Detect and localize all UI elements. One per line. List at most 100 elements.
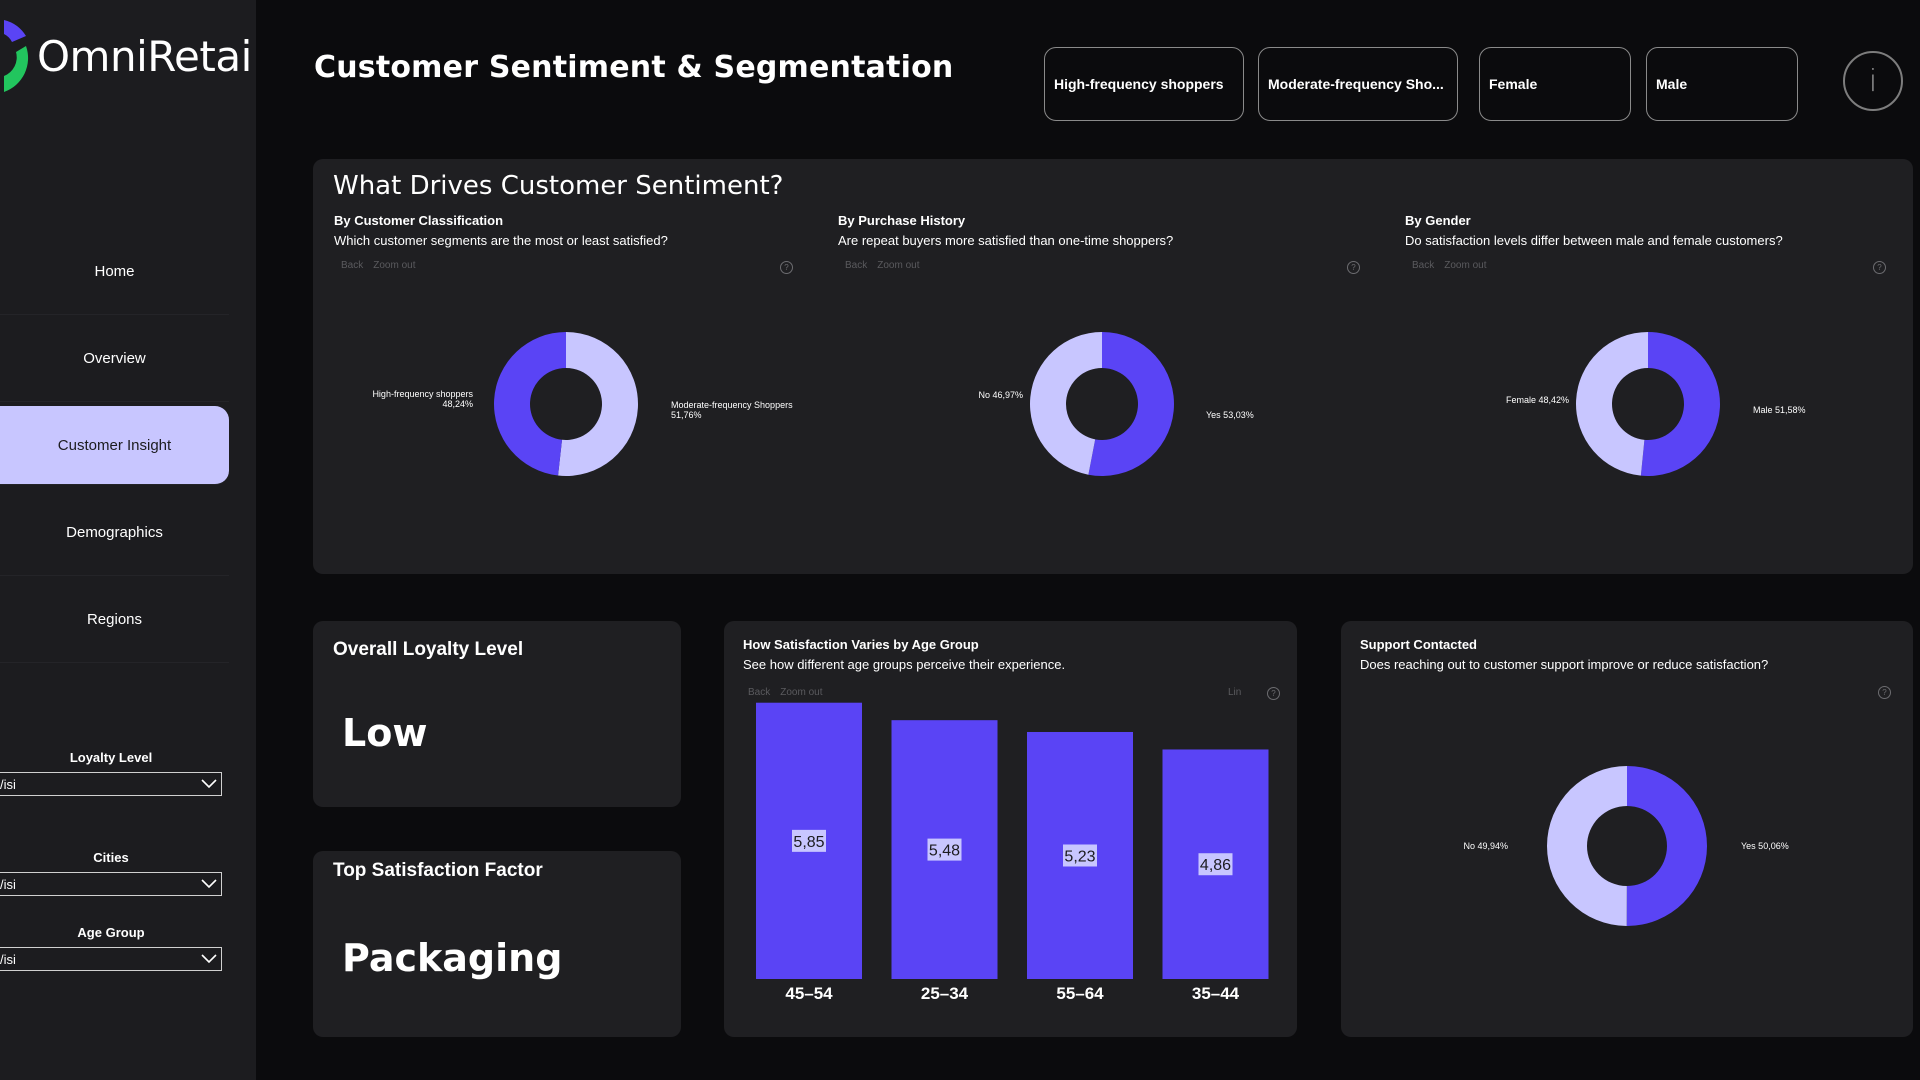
chevron-down-icon [201, 879, 217, 889]
scale-toggle[interactable]: Lin [1228, 687, 1241, 698]
back-button[interactable]: Back [748, 687, 771, 698]
donut-label-right: Moderate-frequency Shoppers 51,76% [671, 400, 793, 420]
back-button[interactable]: Back [845, 260, 868, 271]
loyalty-level-dropdown[interactable]: /isi [0, 772, 222, 796]
donut-customer-classification [493, 332, 638, 477]
bar-value-background [792, 829, 826, 852]
chart-title: By Purchase History [838, 213, 966, 228]
chart-question: Are repeat buyers more satisfied than on… [838, 233, 1174, 248]
chip-female[interactable]: Female [1479, 47, 1631, 121]
kpi-value: Packaging [342, 936, 563, 980]
donut-slice-high-frequency-shoppers[interactable] [493, 332, 566, 476]
kpi-title: Top Satisfaction Factor [333, 860, 543, 881]
logo: OmniRetai [0, 14, 252, 98]
filter-loyalty-level: Loyalty Level /isi [0, 750, 222, 796]
dropdown-value: /isi [0, 951, 16, 967]
bar-value-label: 5,48 [929, 843, 960, 860]
bar-value-label: 5,23 [1064, 848, 1095, 865]
chip-moderate-frequency-shoppers[interactable]: Moderate-frequency Sho... [1258, 47, 1458, 121]
chart-title: By Gender [1405, 213, 1471, 228]
nav-item-overview[interactable]: Overview [0, 315, 229, 402]
chart-toolbar: Back Zoom out [341, 260, 415, 271]
nav-item-home[interactable]: Home [0, 228, 229, 315]
chart-title: How Satisfaction Varies by Age Group [743, 637, 979, 652]
donut-slice-yes[interactable] [1088, 332, 1174, 476]
donut-label-left: High-frequency shoppers 48,24% [349, 389, 473, 409]
label-line: Male 51,58% [1753, 405, 1806, 415]
label-line: No 46,97% [978, 390, 1023, 400]
label-line: Moderate-frequency Shoppers [671, 400, 793, 410]
zoom-out-button[interactable]: Zoom out [877, 260, 920, 271]
help-icon[interactable]: ? [1347, 261, 1360, 274]
age-group-chart-card: How Satisfaction Varies by Age Group See… [724, 621, 1297, 1037]
bar-value-background [927, 838, 962, 861]
donut-slice-yes[interactable] [1626, 766, 1708, 926]
cities-dropdown[interactable]: /isi [0, 872, 222, 896]
donut-label-left: No 49,94% [1463, 841, 1508, 851]
donut-label-right: Male 51,58% [1753, 405, 1806, 415]
back-button[interactable]: Back [341, 260, 364, 271]
kpi-title: Overall Loyalty Level [333, 639, 524, 660]
page-title: Customer Sentiment & Segmentation [314, 50, 954, 85]
donut-slice-female[interactable] [1575, 332, 1648, 476]
donut-slice-no[interactable] [1030, 332, 1102, 475]
chevron-down-icon [201, 779, 217, 789]
help-icon[interactable]: ? [780, 261, 793, 274]
filter-label: Loyalty Level [69, 750, 153, 765]
age-bar-chart: 5,85 45–54 5,48 25–34 5,23 55–64 4,86 35–44 [756, 702, 1269, 1003]
donut-slice-moderate-frequency-shoppers[interactable] [558, 332, 638, 477]
dropdown-value: /isi [0, 876, 16, 892]
purchase-history-header: By Purchase History Are repeat buyers mo… [838, 213, 1173, 248]
donut-charts [493, 332, 1720, 477]
donut-slice-male[interactable] [1640, 332, 1720, 476]
support-contacted-card: Support Contacted Does reaching out to c… [1341, 621, 1913, 1037]
donut-slice-no[interactable] [1547, 766, 1627, 926]
zoom-out-button[interactable]: Zoom out [1444, 260, 1487, 271]
age-group-dropdown[interactable]: /isi [0, 947, 222, 971]
logo-icon [4, 20, 29, 92]
chart-title: By Customer Classification [334, 213, 504, 228]
chart-question: Do satisfaction levels differ between ma… [1405, 233, 1783, 248]
loyalty-level-card: Overall Loyalty Level Low [313, 621, 681, 807]
label-line: High-frequency shoppers [372, 389, 473, 399]
support-header: Support Contacted Does reaching out to c… [1360, 637, 1768, 672]
zoom-out-button[interactable]: Zoom out [780, 687, 823, 698]
help-icon[interactable]: ? [1873, 261, 1886, 274]
top-satisfaction-factor-card: Top Satisfaction Factor Packaging [313, 851, 681, 1037]
nav-item-demographics[interactable]: Demographics [0, 489, 229, 576]
sentiment-drivers-card: What Drives Customer Sentiment? By Custo… [313, 159, 1913, 574]
donut-gender [1575, 332, 1720, 476]
label-line: Female 48,42% [1505, 395, 1569, 405]
donut-support-contacted [1547, 766, 1708, 926]
donut-purchase-history [1030, 332, 1174, 476]
info-button[interactable]: i [1843, 51, 1903, 111]
scale-lin-button[interactable]: Lin [1228, 687, 1242, 698]
bar-category-label: 45–54 [785, 984, 833, 1003]
chip-high-frequency-shoppers[interactable]: High-frequency shoppers [1044, 47, 1244, 121]
chart-question: See how different age groups perceive th… [743, 657, 1066, 672]
label-line: 48,24% [442, 399, 473, 409]
donut-label-left: No 46,97% [953, 390, 1023, 400]
nav-item-customer-insight[interactable]: Customer Insight [0, 406, 229, 485]
info-icon: i [1868, 63, 1878, 99]
bar-value-background [1063, 844, 1097, 867]
help-icon[interactable]: ? [1267, 687, 1280, 700]
chevron-down-icon [201, 954, 217, 964]
back-button[interactable]: Back [1412, 260, 1435, 271]
donut-label-right: Yes 53,03% [1206, 410, 1254, 420]
sidebar: OmniRetai Home Overview Customer Insight… [0, 0, 256, 1080]
nav-item-regions[interactable]: Regions [0, 576, 229, 663]
help-icon[interactable]: ? [1878, 686, 1891, 699]
nav-menu: Home Overview Customer Insight Demograph… [0, 228, 229, 663]
zoom-out-button[interactable]: Zoom out [373, 260, 416, 271]
chip-male[interactable]: Male [1646, 47, 1798, 121]
filter-label: Age Group [77, 925, 145, 940]
age-chart-header: How Satisfaction Varies by Age Group See… [743, 637, 1065, 672]
label-line: 51,76% [671, 410, 702, 420]
filter-label: Cities [93, 850, 129, 865]
filter-cities: Cities /isi [0, 850, 222, 896]
donut-label-right: Yes 50,06% [1741, 841, 1789, 851]
chart-toolbar: Back Zoom out [1412, 260, 1486, 271]
chart-question: Which customer segments are the most or … [334, 233, 668, 248]
bar-category-label: 55–64 [1056, 984, 1104, 1003]
